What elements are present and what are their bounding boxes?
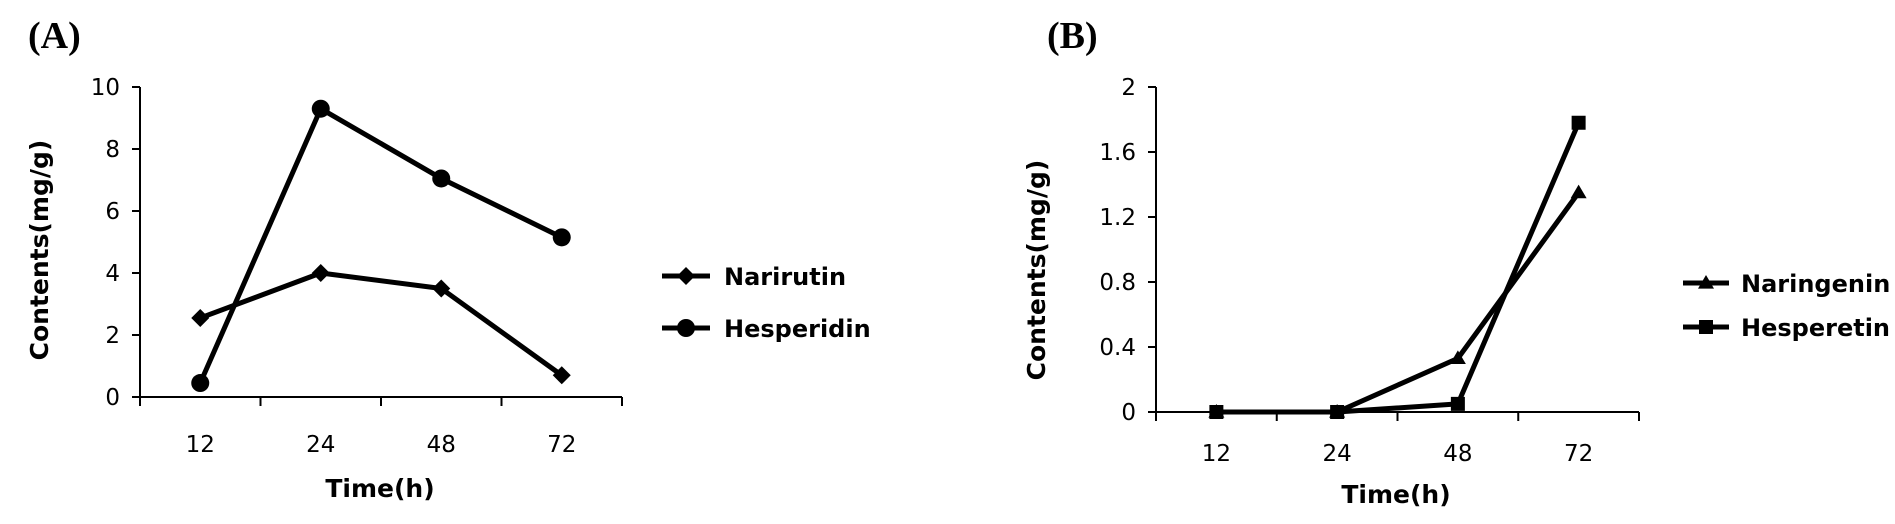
data-point-hesperetin: [1571, 115, 1586, 130]
data-point-naringenin: [1449, 350, 1466, 364]
data-point-hesperidin: [311, 99, 330, 118]
legend-label-hesperetin: Hesperetin: [1741, 314, 1890, 342]
chart-panel-b: (B) Contents(mg/g) Time(h) 0 0.4 0.8 1.2 1.6…: [1022, 15, 1890, 509]
y-tick-label-a: 0: [105, 385, 120, 411]
y-tick-label-b: 0: [1121, 400, 1136, 426]
data-point-hesperidin: [552, 228, 571, 247]
legend-label-narirutin: Narirutin: [724, 263, 846, 291]
data-point-hesperidin: [432, 169, 451, 188]
legend-marker-hesperetin: [1699, 320, 1713, 334]
x-tick-label-b: 48: [1443, 441, 1472, 467]
legend-marker-naringenin: [1698, 275, 1714, 289]
y-tick-label-b: 0.4: [1099, 335, 1136, 361]
x-tick-label-b: 72: [1564, 441, 1593, 467]
x-tick-label-b: 24: [1322, 441, 1351, 467]
series-line-hesperidin: [197, 106, 563, 385]
series-line-naringenin: [1216, 191, 1581, 415]
series-line-hesperetin: [1216, 121, 1581, 415]
x-axis-label-b: Time(h): [1341, 480, 1450, 509]
legend-marker-narirutin: [677, 267, 695, 285]
y-tick-label-a: 4: [105, 261, 120, 287]
x-tick-label-a: 72: [547, 432, 576, 458]
y-tick-label-b: 1.2: [1099, 205, 1136, 231]
y-tick-label-a: 8: [105, 137, 120, 163]
x-axis-label-a: Time(h): [325, 474, 434, 503]
series-line-narirutin: [199, 270, 564, 378]
data-point-narirutin: [311, 264, 330, 282]
y-tick-label-a: 6: [105, 199, 120, 225]
data-point-naringenin: [1570, 184, 1587, 199]
panel-label-b: (B): [1047, 15, 1098, 57]
y-axis-label-a: Contents(mg/g): [25, 140, 54, 361]
legend-label-naringenin: Naringenin: [1741, 270, 1890, 298]
panel-label-a: (A): [28, 15, 81, 57]
y-tick-label-b: 0.8: [1099, 270, 1136, 296]
x-tick-label-a: 24: [306, 432, 335, 458]
data-point-narirutin: [552, 366, 571, 385]
y-tick-label-a: 2: [105, 323, 120, 349]
legend-label-hesperidin: Hesperidin: [724, 315, 871, 343]
data-point-narirutin: [432, 279, 451, 298]
y-axis-label-b: Contents(mg/g): [1022, 160, 1051, 381]
data-point-hesperetin: [1450, 396, 1465, 411]
legend-marker-hesperidin: [677, 319, 695, 337]
data-point-narirutin: [191, 308, 210, 327]
y-tick-label-b: 2: [1121, 75, 1136, 101]
data-point-hesperetin: [1330, 405, 1345, 419]
x-tick-label-a: 12: [186, 432, 215, 458]
y-tick-label-b: 1.6: [1099, 140, 1136, 166]
x-tick-label-b: 12: [1202, 441, 1231, 467]
data-point-hesperidin: [191, 374, 210, 393]
y-tick-label-a: 10: [91, 75, 120, 101]
x-tick-label-a: 48: [427, 432, 456, 458]
data-point-hesperetin: [1209, 405, 1224, 419]
